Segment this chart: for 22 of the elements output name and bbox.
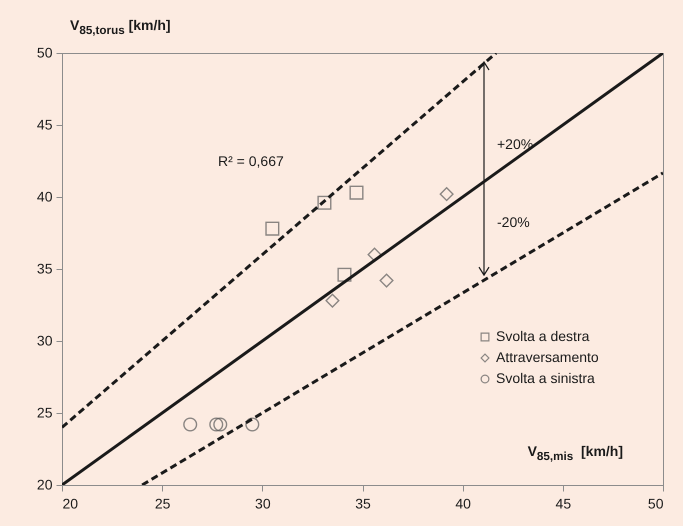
y-tick-label: 50 (36, 44, 53, 60)
x-tick-label: 40 (455, 496, 472, 512)
y-tick-label: 30 (36, 332, 53, 348)
annotation: R² = 0,667 (218, 153, 284, 169)
x-tick-label: 50 (648, 496, 664, 512)
x-tick-label: 20 (62, 496, 78, 512)
x-tick-label: 35 (355, 496, 371, 512)
x-tick-label: 25 (154, 496, 171, 512)
legend-label: Svolta a destra (496, 328, 590, 344)
y-tick-label: 35 (36, 260, 53, 276)
x-tick-label: 30 (255, 496, 271, 512)
legend-label: Attraversamento (496, 349, 599, 365)
y-tick-label: 40 (36, 188, 53, 204)
legend-label: Svolta a sinistra (496, 370, 596, 386)
y-tick-label: 45 (36, 116, 53, 132)
y-axis-title: V$_{85,torus}$ [km/h] (70, 17, 171, 37)
y-tick-label: 25 (36, 404, 53, 420)
annotation: -20% (497, 214, 530, 230)
x-axis-title: V$_{85,mis}$ [km/h] (528, 443, 623, 463)
annotation: +20% (497, 136, 534, 152)
x-tick-label: 45 (556, 496, 572, 512)
y-tick-label: 20 (36, 476, 53, 492)
